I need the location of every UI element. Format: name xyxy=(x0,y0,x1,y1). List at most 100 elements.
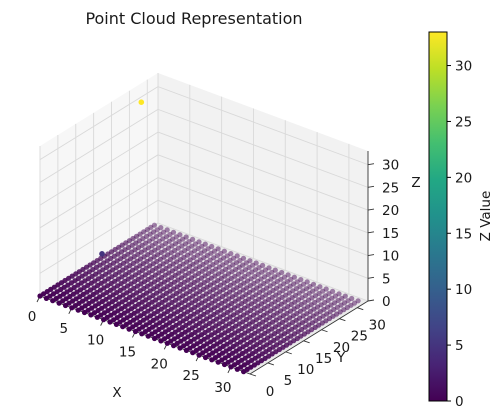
y-gridline xyxy=(147,229,358,309)
colorbar-gradient xyxy=(429,32,447,401)
data-point-elevated xyxy=(138,99,145,105)
colorbar-label: Z Value xyxy=(478,191,494,242)
z-gridline xyxy=(39,108,159,183)
colorbar-tick-label: 25 xyxy=(455,114,472,130)
data-point xyxy=(266,265,272,271)
y-gridline xyxy=(129,240,340,320)
x-tick-label: 10 xyxy=(87,333,104,349)
x-tick-label: 0 xyxy=(28,309,37,325)
z-gridline xyxy=(39,86,159,161)
x-tick-label: 15 xyxy=(119,344,136,360)
data-point xyxy=(234,366,240,372)
z-gridline xyxy=(39,177,159,251)
data-point xyxy=(202,354,209,361)
data-point xyxy=(209,357,215,363)
data-point xyxy=(151,222,157,228)
y-gridline xyxy=(57,284,269,364)
data-point xyxy=(221,248,227,254)
data-point xyxy=(145,333,151,339)
y-tick-label: 30 xyxy=(369,318,386,334)
data-point xyxy=(113,321,119,327)
data-point xyxy=(43,295,50,301)
data-point xyxy=(209,243,215,250)
y-gridline xyxy=(75,273,286,353)
data-point xyxy=(196,239,202,245)
z-tick xyxy=(367,299,375,302)
colorbar-tick-label: 30 xyxy=(455,59,472,75)
data-point xyxy=(183,234,189,240)
z-tick-label: 30 xyxy=(382,158,399,174)
data-point xyxy=(342,293,348,299)
z-gridline xyxy=(157,131,369,211)
y-gridline xyxy=(111,251,322,331)
data-point xyxy=(170,229,177,235)
data-point xyxy=(330,288,336,294)
back-pane xyxy=(158,73,368,301)
data-point xyxy=(323,286,329,292)
data-point xyxy=(228,251,234,257)
data-point xyxy=(107,319,113,325)
data-point xyxy=(62,302,69,309)
data-point xyxy=(81,309,88,316)
colorbar-tick-label: 5 xyxy=(455,338,464,354)
data-point xyxy=(158,338,164,344)
z-tick xyxy=(367,276,375,279)
z-axis-label: Z xyxy=(411,175,420,191)
data-point xyxy=(132,328,139,335)
colorbar-tick-label: 20 xyxy=(455,170,472,186)
point-cloud xyxy=(37,99,361,375)
z-gridline xyxy=(39,154,159,229)
z-tick xyxy=(367,208,375,211)
axes-lines xyxy=(39,151,369,375)
data-point xyxy=(50,298,56,304)
y-tick xyxy=(357,307,364,311)
data-point xyxy=(171,343,177,349)
z-gridline xyxy=(157,177,369,256)
data-point xyxy=(190,350,196,356)
colorbar-tick-label: 10 xyxy=(455,282,472,298)
z-gridline xyxy=(157,108,369,188)
y-tick-label: 10 xyxy=(297,362,314,378)
data-point xyxy=(234,253,240,259)
data-point xyxy=(215,246,221,252)
y-tick xyxy=(321,329,328,333)
y-axis-line xyxy=(249,300,369,375)
data-point-elevated xyxy=(99,251,105,257)
data-point xyxy=(349,295,355,302)
y-tick xyxy=(285,351,292,355)
data-point xyxy=(183,347,189,353)
data-point xyxy=(336,291,342,297)
data-point xyxy=(247,258,253,264)
z-tick-label: 5 xyxy=(382,271,391,287)
colorbar-frame xyxy=(428,31,448,402)
data-point xyxy=(317,284,323,290)
data-point xyxy=(253,260,259,266)
data-point xyxy=(298,277,304,283)
data-point xyxy=(177,345,183,351)
z-tick-label: 15 xyxy=(382,226,399,242)
data-point xyxy=(177,232,183,238)
data-point xyxy=(75,307,81,313)
y-tick xyxy=(249,373,257,377)
colorbar-ticks: 0 5 10 15 20 25 30 xyxy=(447,59,472,410)
data-point xyxy=(56,300,62,306)
y-tick xyxy=(339,318,346,322)
data-point xyxy=(291,274,297,280)
y-tick-label: 0 xyxy=(266,384,275,400)
colorbar[interactable]: 0 5 10 15 20 25 30 Z Value xyxy=(428,31,494,410)
data-point xyxy=(240,255,247,261)
x-tick-label: 30 xyxy=(214,380,231,396)
data-point xyxy=(164,227,170,233)
data-point xyxy=(190,236,196,242)
data-point xyxy=(202,241,208,247)
data-point xyxy=(126,326,132,332)
x-axis-label: X xyxy=(112,385,121,401)
data-point xyxy=(310,281,317,287)
data-point xyxy=(94,314,100,320)
data-point xyxy=(101,317,107,323)
colorbar-tick-label: 0 xyxy=(455,394,464,410)
z-gridline xyxy=(157,86,369,166)
data-point xyxy=(221,361,228,368)
chart-title: Point Cloud Representation xyxy=(85,9,302,28)
